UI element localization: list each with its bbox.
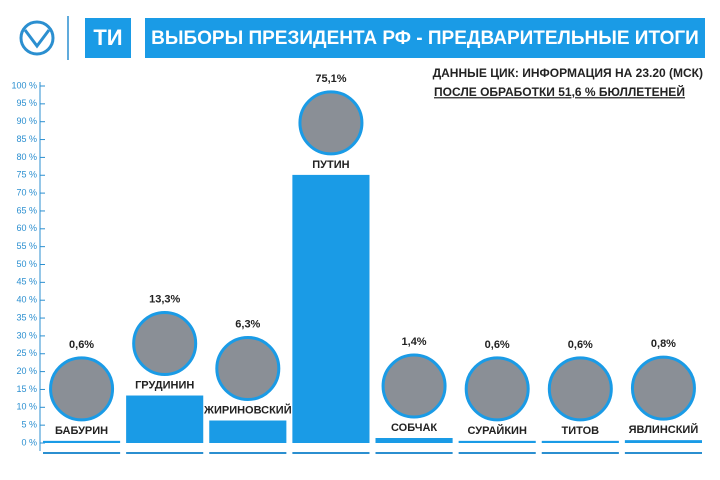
bar [541, 440, 619, 443]
value-label: 0,6% [568, 339, 593, 351]
y-tick-label: 55 % [16, 241, 37, 251]
y-tick-label: 75 % [16, 170, 37, 180]
x-tick-label: ПУТИН [312, 159, 349, 171]
y-tick-label: 25 % [16, 348, 37, 358]
y-tick-label: 30 % [16, 330, 37, 340]
candidate-photo [132, 311, 198, 377]
candidate-photo [49, 356, 115, 422]
candidate-photo [630, 355, 696, 421]
candidate-photo [464, 356, 530, 422]
bar [126, 395, 204, 443]
candidate-photo [298, 90, 364, 156]
title-box [145, 18, 705, 58]
logo-box [85, 18, 131, 58]
x-tick-label: СУРАЙКИН [467, 424, 526, 437]
value-label: 75,1% [315, 73, 346, 85]
y-tick-label: 45 % [16, 277, 37, 287]
y-tick-label: 60 % [16, 223, 37, 233]
y-tick-label: 20 % [16, 366, 37, 376]
x-tick-label: ЯВЛИНСКИЙ [629, 423, 699, 436]
y-tick-label: 70 % [16, 187, 37, 197]
y-tick-label: 5 % [21, 420, 37, 430]
bar [292, 174, 370, 443]
logo: ТИ [93, 25, 122, 50]
bar [209, 420, 287, 443]
candidate-photo [215, 336, 281, 402]
candidate-photo [381, 353, 447, 419]
y-tick-label: 65 % [16, 205, 37, 215]
value-label: 1,4% [402, 336, 427, 348]
value-label: 13,3% [149, 293, 180, 305]
value-label: 6,3% [235, 318, 260, 330]
x-tick-label: ЖИРИНОВСКИЙ [203, 403, 292, 416]
y-tick-label: 85 % [16, 134, 37, 144]
emblem [19, 20, 55, 56]
bar [458, 440, 536, 443]
bar [624, 440, 702, 443]
y-tick-label: 90 % [16, 116, 37, 126]
y-tick-label: 10 % [16, 402, 37, 412]
value-label: 0,6% [69, 339, 94, 351]
value-label: 0,6% [485, 339, 510, 351]
subtitle: ДАННЫЕ ЦИК: ИНФОРМАЦИЯ НА 23.20 (МСК) [433, 66, 703, 80]
subtitle: ПОСЛЕ ОБРАБОТКИ 51,6 % БЮЛЛЕТЕНЕЙ [434, 84, 685, 99]
y-tick-label: 0 % [21, 437, 37, 447]
y-tick-label: 80 % [16, 152, 37, 162]
x-tick-label: БАБУРИН [55, 425, 108, 437]
y-tick-label: 40 % [16, 295, 37, 305]
x-tick-label: СОБЧАК [391, 422, 437, 434]
y-tick-label: 50 % [16, 259, 37, 269]
x-tick-label: ТИТОВ [562, 425, 600, 437]
chart-title: ВЫБОРЫ ПРЕЗИДЕНТА РФ - ПРЕДВАРИТЕЛЬНЫЕ И… [151, 28, 699, 49]
candidate-photo [547, 356, 613, 422]
x-tick-label: ГРУДИНИН [135, 379, 194, 391]
value-label: 0,8% [651, 338, 676, 350]
y-tick-label: 15 % [16, 384, 37, 394]
y-tick-label: 35 % [16, 312, 37, 322]
bar [375, 438, 453, 443]
y-tick-label: 95 % [16, 98, 37, 108]
bar [43, 440, 121, 443]
y-tick-label: 100 % [11, 80, 37, 90]
